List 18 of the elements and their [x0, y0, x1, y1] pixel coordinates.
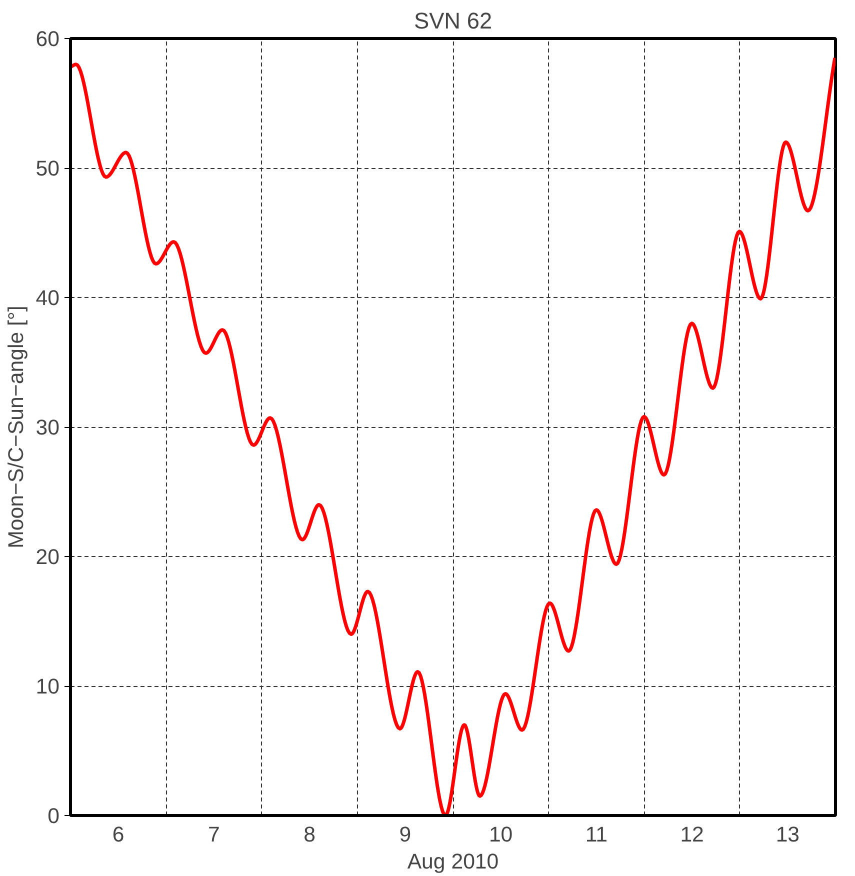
- y-tick-label: 0: [48, 804, 60, 828]
- y-tick-label: 60: [36, 27, 60, 51]
- y-tick-label: 50: [36, 156, 60, 180]
- y-tick-label: 40: [36, 286, 60, 310]
- y-tick-label: 30: [36, 416, 60, 440]
- x-tick-label: 10: [488, 822, 513, 846]
- x-tick-label: 7: [208, 822, 220, 846]
- x-tick-label: 13: [776, 822, 800, 846]
- chart-title: SVN 62: [414, 8, 492, 34]
- x-axis-title: Aug 2010: [407, 850, 499, 874]
- x-tick-label: 6: [112, 822, 124, 846]
- x-tick-label: 8: [304, 822, 316, 846]
- x-tick-label: 11: [585, 822, 608, 846]
- y-tick-label: 10: [36, 674, 60, 698]
- y-tick-label: 20: [36, 545, 60, 569]
- y-axis-title: Moon−S/C−Sun−angle [°]: [4, 306, 28, 548]
- x-tick-label: 9: [399, 822, 412, 846]
- x-tick-label: 12: [680, 822, 704, 846]
